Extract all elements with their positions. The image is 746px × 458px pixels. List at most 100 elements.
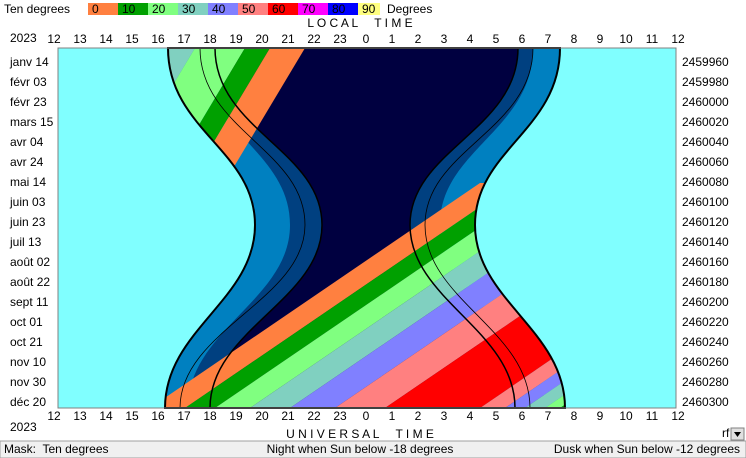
date-label: déc 20 bbox=[10, 395, 46, 409]
hour-label: 6 bbox=[519, 32, 526, 46]
hour-label: 22 bbox=[307, 409, 321, 423]
hour-label: 9 bbox=[597, 409, 604, 423]
date-label: janv 14 bbox=[9, 55, 49, 69]
date-label: mai 14 bbox=[10, 175, 46, 189]
moon-band bbox=[290, 183, 565, 408]
jd-label: 2460220 bbox=[682, 315, 729, 329]
date-label: avr 04 bbox=[10, 135, 44, 149]
legend-tick: 30 bbox=[182, 2, 196, 16]
date-label: juin 03 bbox=[9, 195, 46, 209]
legend-label: Ten degrees bbox=[4, 2, 70, 16]
moon-band bbox=[385, 183, 565, 408]
jd-label: 2460180 bbox=[682, 275, 729, 289]
moon-band bbox=[200, 48, 305, 165]
scroll-button[interactable] bbox=[730, 427, 745, 441]
hour-label: 12 bbox=[47, 409, 61, 423]
legend-tick: 0 bbox=[92, 2, 99, 16]
jd-label: 2460200 bbox=[682, 295, 729, 309]
date-label: nov 10 bbox=[10, 355, 46, 369]
legend-tick: 20 bbox=[152, 2, 166, 16]
top-year: 2023 bbox=[10, 31, 37, 45]
hour-label: 23 bbox=[333, 409, 347, 423]
jd-label: 2460060 bbox=[682, 155, 729, 169]
hour-label: 9 bbox=[597, 32, 604, 46]
jd-label: 2460300 bbox=[682, 395, 729, 409]
hour-label: 7 bbox=[545, 409, 552, 423]
hour-label: 6 bbox=[519, 409, 526, 423]
jd-label: 2460000 bbox=[682, 95, 729, 109]
hour-label: 11 bbox=[646, 32, 659, 46]
date-label: nov 30 bbox=[10, 375, 46, 389]
hour-label: 21 bbox=[281, 409, 295, 423]
date-label: avr 24 bbox=[10, 155, 44, 169]
jd-label: 2460140 bbox=[682, 235, 729, 249]
hour-label: 14 bbox=[99, 409, 113, 423]
hour-label: 8 bbox=[571, 409, 578, 423]
hour-label: 15 bbox=[125, 409, 139, 423]
hour-label: 18 bbox=[203, 32, 217, 46]
hour-label: 0 bbox=[363, 32, 370, 46]
jd-label: 2460280 bbox=[682, 375, 729, 389]
status-mask: Mask: Ten degrees bbox=[4, 442, 109, 456]
hour-label: 3 bbox=[441, 409, 448, 423]
legend-tick: 40 bbox=[212, 2, 226, 16]
legend-unit: Degrees bbox=[387, 2, 432, 16]
hour-label: 4 bbox=[467, 32, 474, 46]
hour-label: 13 bbox=[73, 409, 87, 423]
hour-label: 14 bbox=[99, 32, 113, 46]
hour-label: 18 bbox=[203, 409, 217, 423]
legend-tick: 90 bbox=[362, 2, 376, 16]
hour-label: 16 bbox=[151, 409, 165, 423]
jd-label: 2460240 bbox=[682, 335, 729, 349]
hour-label: 20 bbox=[255, 32, 269, 46]
hour-label: 10 bbox=[619, 32, 633, 46]
hour-label: 12 bbox=[671, 409, 685, 423]
hour-label: 17 bbox=[177, 409, 191, 423]
jd-label: 2460120 bbox=[682, 215, 729, 229]
date-label: juil 13 bbox=[9, 235, 42, 249]
hour-label: 15 bbox=[125, 32, 139, 46]
plot-border bbox=[57, 47, 677, 409]
hour-label: 2 bbox=[415, 32, 422, 46]
hour-label: 10 bbox=[619, 409, 633, 423]
legend-tick: 10 bbox=[122, 2, 136, 16]
hour-label: 12 bbox=[47, 32, 61, 46]
legend-tick: 70 bbox=[302, 2, 316, 16]
legend-tick: 50 bbox=[242, 2, 256, 16]
jd-label: 2460260 bbox=[682, 355, 729, 369]
hour-label: 3 bbox=[441, 32, 448, 46]
date-label: sept 11 bbox=[10, 295, 49, 309]
hour-label: 2 bbox=[415, 409, 422, 423]
hour-label: 17 bbox=[177, 32, 191, 46]
date-label: juin 23 bbox=[9, 215, 46, 229]
hour-label: 1 bbox=[389, 409, 396, 423]
date-label: août 02 bbox=[10, 255, 50, 269]
status-dusk: Dusk when Sun below -12 degrees bbox=[554, 442, 740, 456]
jd-label: 2460040 bbox=[682, 135, 729, 149]
status-bar bbox=[0, 440, 746, 458]
hour-label: 7 bbox=[545, 32, 552, 46]
hour-label: 5 bbox=[493, 32, 500, 46]
hour-label: 11 bbox=[646, 409, 659, 423]
top-axis-title: L O C A L T I M E bbox=[307, 16, 412, 30]
bottom-year: 2023 bbox=[10, 420, 37, 434]
bottom-axis-title: U N I V E R S A L T I M E bbox=[286, 427, 434, 441]
hour-label: 8 bbox=[571, 32, 578, 46]
hour-label: 5 bbox=[493, 409, 500, 423]
hour-label: 4 bbox=[467, 409, 474, 423]
jd-label: 2460100 bbox=[682, 195, 729, 209]
legend-tick: 80 bbox=[332, 2, 346, 16]
legend-swatches bbox=[88, 3, 380, 15]
jd-label: 2460160 bbox=[682, 255, 729, 269]
hour-label: 1 bbox=[389, 32, 396, 46]
hour-label: 23 bbox=[333, 32, 347, 46]
hour-label: 13 bbox=[73, 32, 87, 46]
moon-band bbox=[165, 183, 515, 408]
jd-label: 2460020 bbox=[682, 115, 729, 129]
hour-label: 19 bbox=[229, 32, 243, 46]
date-label: août 22 bbox=[10, 275, 50, 289]
jd-label: 2459980 bbox=[682, 75, 729, 89]
corner-label: rf bbox=[722, 426, 730, 440]
date-label: févr 03 bbox=[10, 75, 47, 89]
hour-label: 16 bbox=[151, 32, 165, 46]
